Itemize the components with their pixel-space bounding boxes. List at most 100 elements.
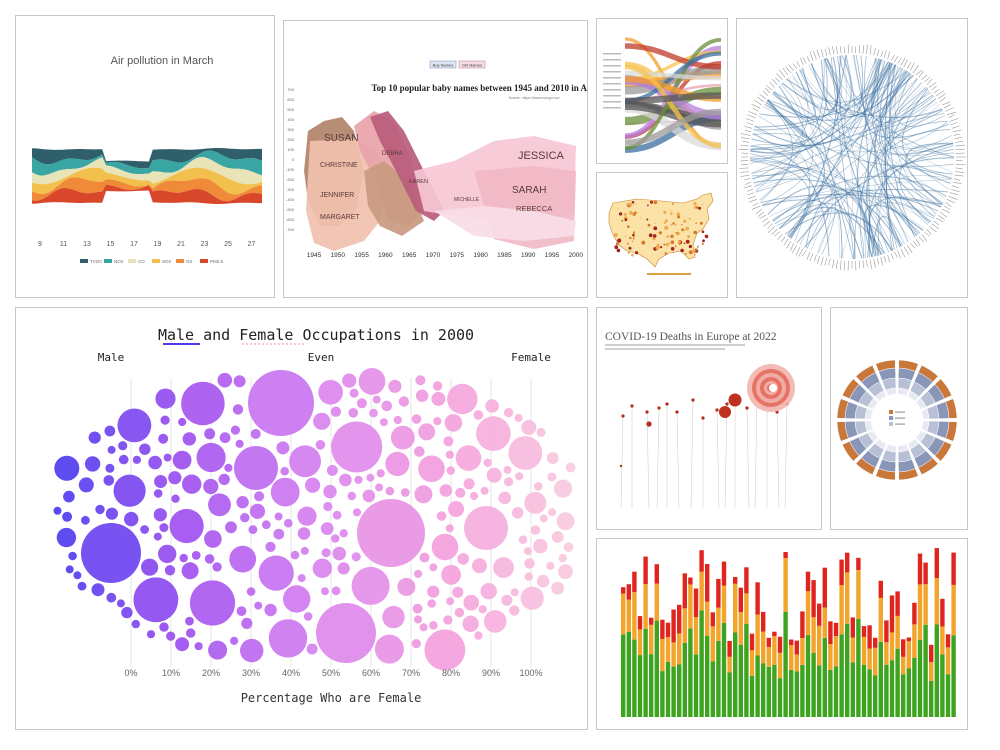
- bundle-node-tick: [800, 57, 804, 66]
- air-stream-no2: [32, 150, 262, 176]
- bar-segment-orange: [845, 572, 850, 624]
- bundle-node-tick: [952, 181, 962, 184]
- covid-stem: [620, 415, 624, 509]
- bundle-edge: [751, 166, 836, 255]
- occupation-bubble: [146, 630, 156, 639]
- bundle-edge: [772, 69, 816, 119]
- bar-segment-red: [699, 550, 704, 572]
- occupation-bubble: [485, 399, 499, 413]
- bar-segment-green: [637, 655, 643, 717]
- bundle-edge: [787, 206, 886, 254]
- air-legend-swatch: [128, 259, 136, 263]
- bar-segment-green: [738, 644, 743, 717]
- occupation-bubble: [332, 546, 347, 561]
- bundle-node-tick: [949, 192, 958, 196]
- bundle-edge: [762, 106, 814, 206]
- bar-segment-red: [884, 620, 889, 643]
- map-hotspot: [670, 234, 674, 238]
- radial-segment: [867, 397, 879, 410]
- bundle-node-tick: [955, 164, 966, 166]
- bundle-edge: [823, 58, 866, 259]
- sankey-node-label: [603, 65, 621, 67]
- occupation-bubble: [141, 558, 159, 576]
- occupation-bubble: [331, 534, 340, 543]
- bundle-node-tick: [953, 178, 961, 181]
- occupation-bubble: [81, 523, 141, 583]
- bar-segment-red: [777, 636, 783, 653]
- occupation-bubble: [172, 450, 192, 470]
- bundle-node-tick: [766, 85, 773, 91]
- occupation-bubble: [240, 638, 264, 663]
- covid-subtitle-line: [605, 348, 725, 350]
- occupation-bubble: [362, 489, 376, 503]
- girl-names-button[interactable]: [458, 60, 486, 69]
- bar-segment-orange: [699, 571, 704, 611]
- occupation-bubble: [463, 594, 480, 611]
- bar-segment-red: [878, 580, 883, 598]
- occupation-bubble: [163, 453, 172, 462]
- bar-segment-red: [822, 567, 827, 608]
- names-label-margaret: MARGARET: [320, 214, 360, 221]
- radial-segment: [864, 420, 874, 432]
- bar-segment-orange: [934, 578, 939, 625]
- boy-names-button[interactable]: [429, 60, 457, 69]
- air-legend: TVOC NO2 CO SO2 O3 PM2.5: [80, 259, 224, 264]
- bar-segment-red: [940, 598, 945, 627]
- bundle-node-tick: [795, 246, 801, 256]
- bundle-node-tick: [832, 259, 835, 268]
- map-hotspot: [655, 245, 660, 250]
- map-hotspot: [648, 233, 653, 238]
- bundle-node-tick: [900, 248, 906, 258]
- bundle-edge: [859, 69, 906, 259]
- occupation-bubble: [415, 375, 426, 386]
- radial-legend-swatch: [889, 410, 893, 414]
- occupation-bubble: [376, 469, 385, 478]
- panel-baby-names: Boy Names Girl Names Top 10 popular baby…: [283, 20, 588, 298]
- bundle-node-tick: [951, 185, 959, 189]
- bundle-node-tick: [783, 238, 789, 246]
- bundle-node-tick: [873, 47, 876, 56]
- occupation-bubble: [53, 506, 62, 515]
- bundle-edge: [771, 188, 948, 222]
- occupation-bubble: [171, 494, 180, 503]
- bundle-node-tick: [774, 231, 780, 237]
- female-label: Female: [511, 351, 551, 364]
- air-legend-label: O3: [186, 259, 193, 264]
- bundle-node-tick: [743, 185, 753, 189]
- occupation-bubble: [191, 551, 201, 560]
- bar-segment-orange: [660, 638, 665, 672]
- occupation-bubble: [418, 455, 445, 483]
- bundle-edge: [869, 145, 954, 255]
- bundle-node-tick: [814, 254, 817, 262]
- names-x-tick: 1975: [450, 252, 465, 259]
- bar-segment-green: [828, 669, 833, 717]
- occupation-bubble: [250, 428, 261, 439]
- map-hotspot: [668, 242, 670, 244]
- occupation-bubble: [332, 510, 342, 520]
- bundle-node-tick: [954, 174, 964, 177]
- bundle-edge: [805, 189, 921, 249]
- map-hotspot: [678, 240, 681, 244]
- names-streams: [304, 111, 576, 251]
- occupation-bubble: [515, 472, 524, 481]
- bundle-node-tick: [790, 243, 795, 251]
- bundle-edge: [781, 57, 839, 111]
- air-x-tick: 13: [83, 241, 91, 248]
- map-hotspot: [704, 234, 709, 239]
- air-x-tick: 19: [154, 241, 162, 248]
- bundle-node-tick: [828, 258, 831, 266]
- bundle-node-tick: [777, 234, 783, 240]
- occupation-bubble: [230, 636, 239, 645]
- bar-segment-orange: [761, 631, 766, 664]
- names-y-tick: 400: [287, 117, 294, 122]
- bundle-node-tick: [938, 93, 946, 100]
- bar-segment-orange: [833, 636, 839, 667]
- bar-segment-red: [839, 559, 844, 585]
- bar-segment-green: [878, 641, 883, 717]
- bundle-node-tick: [748, 111, 758, 115]
- occupation-bubble: [148, 455, 162, 470]
- occupation-bubble: [354, 475, 363, 484]
- air-stream-so2: [32, 167, 262, 195]
- bar-segment-red: [738, 587, 743, 612]
- occupation-bubble: [297, 527, 311, 540]
